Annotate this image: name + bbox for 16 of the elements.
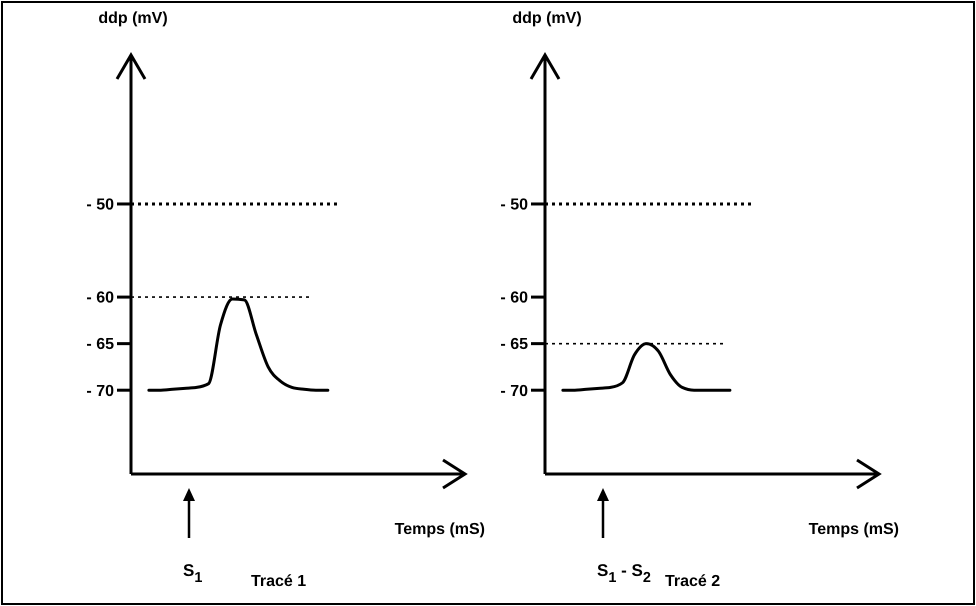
text: S$_{1}$ - S$_{2}$ xyxy=(597,561,651,586)
text: Tracé 2 xyxy=(665,573,720,590)
y-tick-label: - 50 xyxy=(86,196,114,214)
y-tick-label: - 60 xyxy=(500,290,528,307)
text: Tracé 1 xyxy=(251,573,306,590)
y-tick-label: - 65 xyxy=(86,336,114,354)
text: S$_{1}$ xyxy=(183,561,202,586)
x-axis-title: Temps (mS) xyxy=(394,521,485,538)
y-tick-label: - 70 xyxy=(86,382,114,400)
y-axis-title: ddp (mV) xyxy=(98,10,168,27)
x-axis-title: Temps (mS) xyxy=(808,521,899,538)
y-axis-title: ddp (mV) xyxy=(512,10,582,27)
y-tick-label: - 60 xyxy=(86,290,114,307)
y-tick-label: - 70 xyxy=(500,382,528,400)
y-tick-label: - 50 xyxy=(500,196,528,214)
y-tick-label: - 65 xyxy=(500,336,528,354)
